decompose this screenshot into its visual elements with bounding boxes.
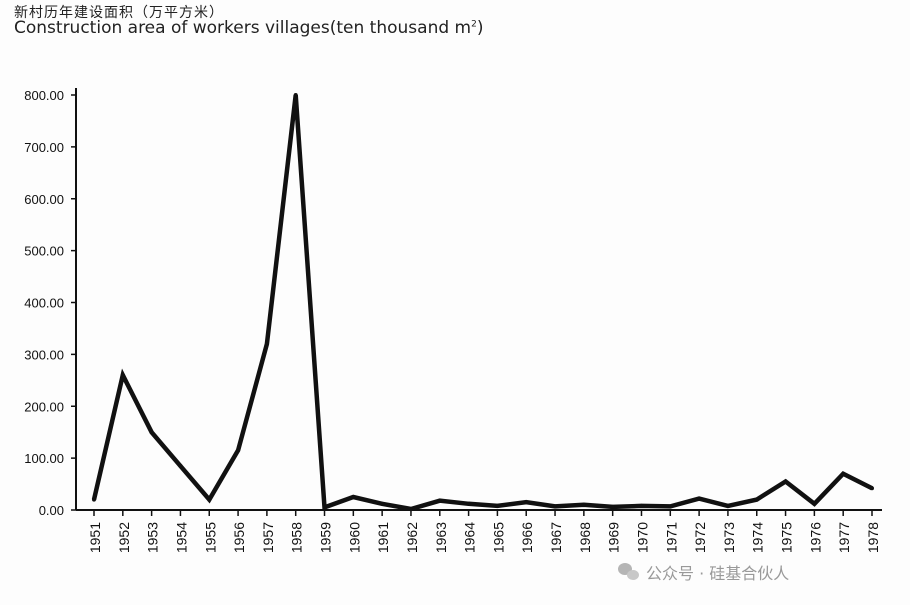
- data-point: [668, 504, 673, 509]
- x-tick-label: 1963: [433, 522, 449, 553]
- x-tick-label: 1952: [116, 522, 132, 553]
- x-tick-label: 1958: [289, 522, 305, 553]
- y-tick-label: 700.00: [24, 140, 64, 155]
- data-series-line: [91, 94, 874, 512]
- x-tick-label: 1968: [577, 522, 593, 553]
- data-point: [380, 501, 385, 506]
- chart-title-english-superscript: 2: [471, 19, 477, 30]
- y-tick-label: 500.00: [24, 244, 64, 259]
- y-tick-label: 600.00: [24, 192, 64, 207]
- x-tick-label: 1953: [145, 522, 161, 553]
- y-tick-label: 100.00: [24, 451, 64, 466]
- watermark: 公众号 · 硅基合伙人: [618, 560, 789, 584]
- data-point: [437, 498, 442, 503]
- data-point: [495, 503, 500, 508]
- x-tick-label: 1959: [318, 522, 334, 553]
- data-point: [322, 505, 327, 510]
- data-point: [553, 504, 558, 509]
- data-point: [754, 497, 759, 502]
- data-point: [236, 448, 241, 453]
- x-tick-label: 1955: [202, 522, 218, 553]
- y-tick-label: 400.00: [24, 296, 64, 311]
- data-point: [697, 496, 702, 501]
- y-tick-label: 800.00: [24, 88, 64, 103]
- x-tick-label: 1969: [606, 522, 622, 553]
- x-tick-label: 1976: [807, 522, 823, 553]
- data-point: [783, 479, 788, 484]
- data-point: [466, 501, 471, 506]
- chart-title-chinese: 新村历年建设面积（万平方米）: [14, 5, 224, 21]
- x-tick-label: 1974: [750, 522, 766, 553]
- x-tick-label: 1962: [404, 522, 420, 553]
- data-point: [841, 471, 846, 476]
- x-tick-label: 1975: [779, 522, 795, 553]
- data-point: [351, 495, 356, 500]
- x-tick-label: 1966: [519, 522, 535, 553]
- chart-title-english-text: Construction area of workers villages(te…: [14, 18, 472, 38]
- x-tick-label: 1972: [692, 522, 708, 553]
- x-tick-label: 1965: [490, 522, 506, 553]
- x-tick-label: 1964: [462, 522, 478, 553]
- x-tick-label: 1951: [87, 522, 103, 553]
- chart-title-english: Construction area of workers villages(te…: [14, 18, 483, 38]
- x-tick-label: 1956: [231, 522, 247, 553]
- data-point: [524, 500, 529, 505]
- x-tick-label: 1967: [548, 522, 564, 553]
- x-tick-label: 1978: [865, 522, 881, 553]
- chart-title-english-close: ): [476, 18, 484, 38]
- data-point: [264, 342, 269, 346]
- x-tick-label: 1970: [634, 522, 650, 553]
- x-tick-label: 1971: [663, 522, 679, 553]
- x-tick-label: 1977: [836, 522, 852, 553]
- y-tick-label: 200.00: [24, 399, 64, 414]
- data-point: [870, 486, 874, 491]
- x-tick-label: 1973: [721, 522, 737, 553]
- x-tick-label: 1957: [260, 522, 276, 553]
- data-point: [178, 463, 183, 468]
- x-tick-label: 1961: [375, 522, 391, 553]
- data-point: [581, 502, 586, 507]
- data-point: [92, 497, 96, 502]
- x-tick-label: 1960: [346, 522, 362, 553]
- y-tick-label: 300.00: [24, 347, 64, 362]
- x-tick-label: 1954: [173, 522, 189, 553]
- data-point: [610, 504, 615, 509]
- y-tick-label: 0.00: [39, 503, 64, 518]
- wechat-icon: [618, 563, 640, 581]
- data-point: [408, 506, 413, 511]
- watermark-text: 公众号 · 硅基合伙人: [646, 564, 790, 583]
- data-point: [293, 93, 298, 97]
- data-point: [639, 503, 644, 508]
- data-point: [812, 501, 817, 506]
- data-point: [725, 503, 730, 508]
- data-point: [149, 430, 154, 435]
- data-point: [120, 373, 125, 378]
- data-point: [207, 497, 212, 502]
